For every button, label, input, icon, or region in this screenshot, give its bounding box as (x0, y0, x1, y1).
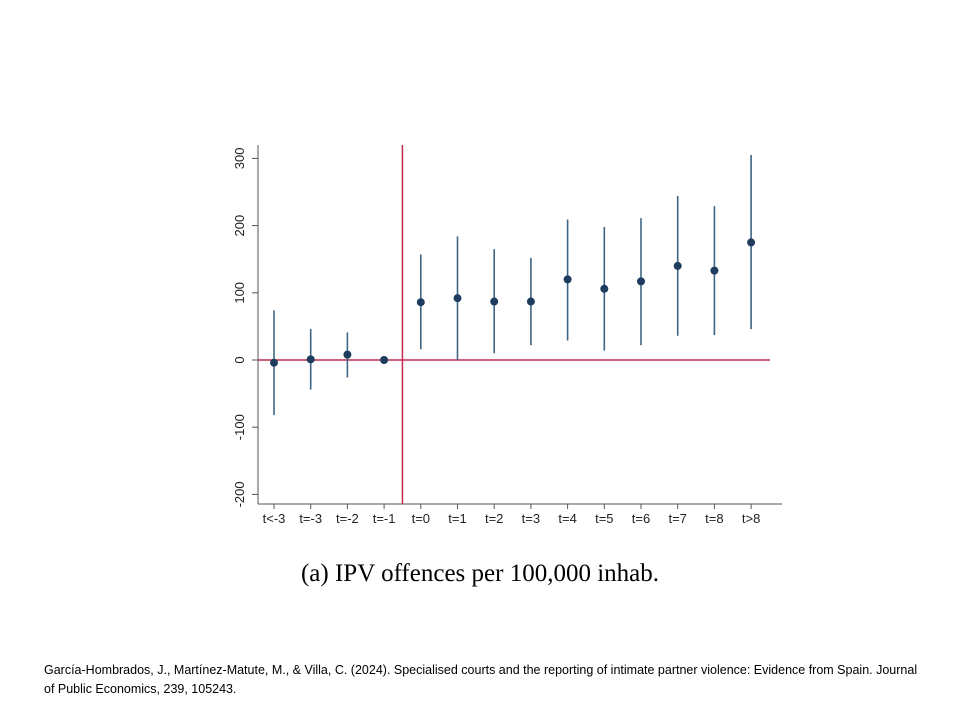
y-tick-label: 100 (232, 282, 247, 304)
x-tick-label: t=1 (448, 511, 466, 526)
x-tick-label: t=8 (705, 511, 723, 526)
y-tick-label: 0 (232, 356, 247, 363)
figure-caption: (a) IPV offences per 100,000 inhab. (300, 560, 659, 587)
point-estimate (453, 294, 462, 303)
point-estimate (747, 238, 756, 247)
x-tick-label: t=4 (558, 511, 576, 526)
x-tick-label: t=-1 (373, 511, 396, 526)
x-tick-label: t>8 (742, 511, 760, 526)
point-estimate (710, 266, 719, 275)
y-tick-label: -100 (232, 414, 247, 440)
point-estimate (416, 298, 425, 307)
point-estimate (600, 284, 609, 293)
point-estimate (490, 297, 499, 306)
x-tick-label: t=3 (522, 511, 540, 526)
point-estimate (637, 277, 645, 286)
y-tick-label: 200 (232, 215, 247, 237)
point-estimate (673, 261, 682, 270)
x-tick-label: t=7 (668, 511, 686, 526)
point-estimate (343, 350, 352, 359)
x-tick-label: t=0 (412, 511, 430, 526)
x-tick-label: t<-3 (263, 511, 286, 526)
x-tick-label: t=-2 (336, 511, 359, 526)
point-estimate (380, 356, 389, 364)
x-tick-label: t=6 (632, 511, 650, 526)
point-estimate (306, 355, 315, 364)
y-tick-label: 300 (232, 148, 247, 170)
citation-text: García-Hombrados, J., Martínez-Matute, M… (44, 663, 918, 696)
x-tick-label: t=-3 (299, 511, 322, 526)
x-tick-label: t=5 (595, 511, 613, 526)
x-tick-label: t=2 (485, 511, 503, 526)
point-estimate (526, 297, 535, 306)
point-estimate (563, 275, 572, 284)
point-estimate (270, 358, 278, 367)
y-tick-label: -200 (232, 481, 247, 507)
